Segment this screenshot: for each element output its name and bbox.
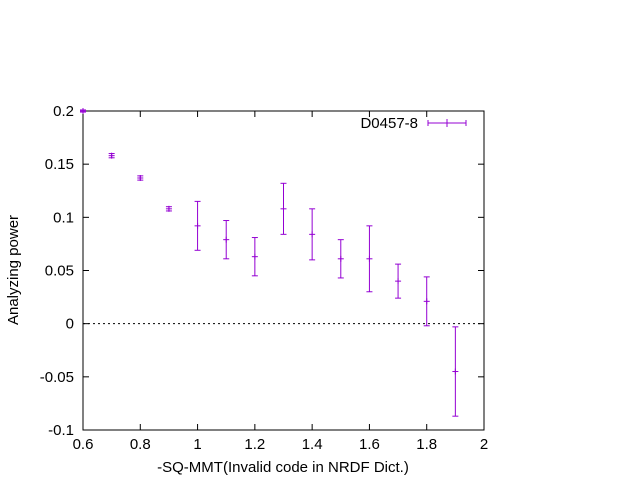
y-tick-label: -0.05 (40, 369, 74, 386)
x-tick-label: 1.6 (359, 436, 380, 453)
data-point (280, 182, 287, 235)
x-tick-label: 1.4 (302, 436, 323, 453)
data-point (80, 108, 86, 114)
data-point (251, 237, 258, 277)
data-point (395, 263, 402, 299)
legend-label: D0457-8 (360, 115, 418, 132)
x-axis-ticks: 0.6 0.8 1 1.2 1.4 1.6 1.8 2 (73, 111, 488, 453)
data-point (452, 326, 459, 417)
x-tick-label: 2 (480, 436, 488, 453)
y-tick-label: 0.1 (53, 209, 74, 226)
y-axis-title: Analyzing power (5, 215, 22, 325)
x-tick-label: 0.8 (130, 436, 151, 453)
series-layer (80, 108, 459, 417)
data-point (223, 220, 230, 260)
x-tick-label: 0.6 (73, 436, 94, 453)
x-tick-label: 1.2 (244, 436, 265, 453)
data-point (194, 200, 201, 251)
y-tick-label: 0.15 (45, 156, 74, 173)
data-point (337, 239, 344, 279)
plot-frame (82, 110, 485, 431)
x-tick-label: 1 (193, 436, 201, 453)
data-point (309, 208, 316, 261)
data-point (366, 225, 373, 293)
data-point (423, 276, 430, 327)
x-axis-title: -SQ-MMT(Invalid code in NRDF Dict.) (157, 459, 409, 476)
data-point (165, 205, 172, 212)
y-tick-label: 0.2 (53, 103, 74, 120)
x-tick-label: 1.8 (416, 436, 437, 453)
data-point (137, 174, 144, 181)
data-point (108, 152, 115, 159)
y-axis-ticks: -0.1 -0.05 0 0.05 0.1 0.15 0.2 (40, 103, 484, 439)
legend: D0457-8 (360, 115, 467, 132)
y-tick-label: -0.1 (48, 422, 74, 439)
y-tick-label: 0.05 (45, 263, 74, 280)
y-tick-label: 0 (66, 316, 74, 333)
